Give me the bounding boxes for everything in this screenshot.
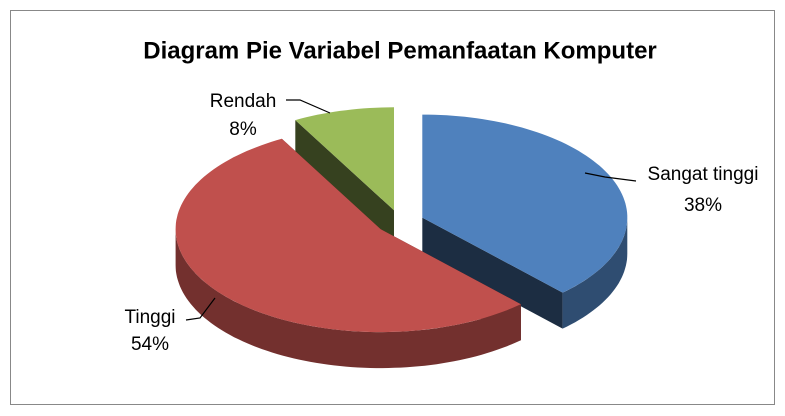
value-label: 54% [131,334,169,355]
slice-wall [562,217,628,329]
category-label: Tinggi [124,307,175,328]
slice-side [422,217,563,329]
slice [295,107,394,211]
value-label: 8% [229,119,257,140]
slice [175,138,521,333]
leader-line [584,172,637,182]
value-label: 38% [684,195,722,216]
chart-title: Diagram Pie Variabel Pemanfaatan Kompute… [143,37,657,64]
leader-line [185,297,216,321]
category-label: Rendah [210,91,277,112]
slice [422,114,628,293]
category-label: Sangat tinggi [648,164,759,185]
slice-side [295,120,394,247]
slice-wall [175,229,521,369]
leader-line [286,99,331,114]
